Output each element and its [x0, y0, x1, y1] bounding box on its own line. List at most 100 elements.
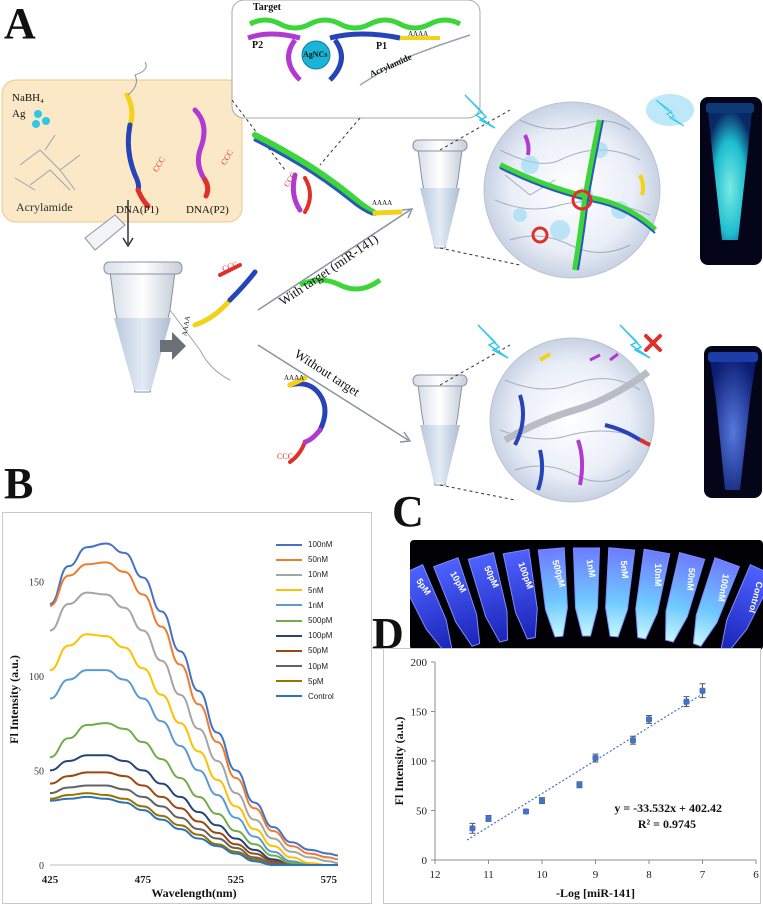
chart-d-frame [383, 648, 761, 904]
tube-body [692, 557, 741, 647]
lightning-icon [464, 94, 651, 359]
legend-item: 500pM [276, 613, 366, 628]
x-mark-icon [644, 334, 662, 352]
ag-dot [34, 110, 42, 118]
x-tick-label: 12 [430, 869, 441, 881]
x-tick-label: 10 [537, 869, 549, 881]
spectra-chart: 0 50 100 150 425 475 525 575 Wavelength(nm) Fl In… [7, 542, 339, 900]
dna-p1-tail [127, 61, 147, 96]
legend-swatch [276, 680, 302, 683]
legend-swatch [276, 634, 302, 637]
legend-label: 50nM [308, 555, 329, 565]
inset-p2-label: P2 [252, 40, 264, 51]
tube-array-photo: 5pM 10pM 50pM 100pM 500pM 1nM 5nM 10nM 50nM 100nM… [410, 540, 763, 650]
agncs-cluster [301, 40, 331, 70]
photo-tube-bright [700, 97, 762, 265]
x-tick-label: 9 [593, 869, 599, 881]
tube-body [537, 547, 568, 638]
spectra-legend: 100nM 50nM 10nM 5nM 1nM 500pM 100pM 50pM 10pM 5pM… [276, 537, 366, 704]
legend-swatch [276, 619, 302, 622]
x-axis-label: Wavelength(nm) [151, 886, 236, 900]
inset-p2-strand [247, 31, 301, 41]
ag-dot [32, 120, 40, 128]
x-tick-label: 525 [228, 874, 245, 886]
tube-body [720, 564, 763, 650]
no-target-aaaa-label: AAAA [284, 374, 305, 382]
legend-item: 100nM [276, 537, 366, 552]
legend-item: 10nM [276, 567, 366, 582]
legend-label: 10pM [308, 661, 329, 671]
legend-label: Control [308, 691, 334, 701]
inset-target-strand [248, 17, 462, 31]
inset-p1-strand [329, 31, 401, 41]
series-line-Control [49, 795, 338, 866]
legend-label: 5pM [308, 676, 324, 686]
panel-c-letter: C [392, 487, 424, 536]
legend-item: Control [276, 689, 366, 704]
data-point [683, 698, 690, 705]
y-axis-label: Fl Intensity (a.u.) [392, 717, 406, 806]
legend-swatch [276, 665, 302, 668]
tube-500pM: 500pM [537, 547, 568, 638]
reagent-nabh4-label: NaBH₄ [12, 92, 44, 104]
y-tick-label: 0 [39, 861, 44, 872]
series-line-1nM [49, 669, 338, 866]
dna-p2-strand [192, 107, 211, 199]
legend-label: 100pM [308, 631, 333, 641]
x-tick-label: 11 [483, 869, 494, 881]
no-target-ccc-label: CCC [277, 452, 294, 461]
legend-label: 50pM [308, 646, 329, 656]
start-tube [103, 261, 183, 393]
series-line-5pM [49, 792, 338, 866]
chart-b-frame [2, 512, 372, 904]
panel-a-letter: A [4, 0, 36, 48]
legend-item: 1nM [276, 598, 366, 613]
x-tick-label: 475 [135, 874, 152, 886]
tube-label: 10nM [653, 563, 663, 586]
inset-connector [319, 117, 361, 166]
y-tick-label: 200 [411, 657, 428, 669]
acrylamide-molecules [14, 134, 81, 191]
mirna-strand [298, 277, 382, 292]
inset-target-label: Target [253, 2, 281, 13]
zoom-line [439, 109, 511, 151]
legend-swatch [276, 543, 302, 546]
panel-a-scheme [1, 0, 762, 503]
inset-p1-label: P1 [376, 41, 388, 52]
without-target-arrow [257, 344, 409, 441]
tube-100pM: 100pM [502, 548, 538, 640]
data-point [539, 797, 545, 804]
sphere-without-target [489, 337, 655, 503]
data-point [629, 737, 636, 744]
x-tick-label: 8 [646, 869, 652, 881]
y-tick-label: 0 [422, 855, 428, 867]
dna-p1-strand [124, 92, 151, 209]
legend-label: 100nM [308, 540, 333, 550]
legend-swatch [276, 573, 302, 576]
trendline [466, 691, 706, 841]
legend-item: 5pM [276, 674, 366, 689]
tube-body [572, 547, 601, 637]
tube-body [467, 552, 509, 643]
calibration-chart: 0 50 100 150 200 12 11 10 9 8 7 6 -Log [miR-141] Fl I… [392, 657, 759, 900]
legend-item: 50nM [276, 552, 366, 567]
x-tick-label: 7 [700, 869, 706, 881]
zoom-line [439, 484, 516, 501]
reagent-ag-label: Ag [12, 108, 26, 120]
legend-item: 100pM [276, 628, 366, 643]
inset-aaaa-label: AAAA [408, 30, 429, 38]
y-tick-label: 50 [416, 806, 428, 818]
zoom-line [439, 344, 511, 386]
pipette-icon [84, 214, 126, 251]
data-point [522, 808, 529, 815]
series-line-100nM [49, 542, 339, 857]
tube-10pM: 10pM [432, 557, 481, 647]
data-point [469, 825, 476, 832]
tube-body [432, 557, 481, 647]
data-point [646, 716, 652, 723]
complex-aaaa-label: AAAA [372, 199, 393, 207]
data-point [592, 755, 599, 762]
tube-body [502, 548, 538, 640]
tube-label: 50nM [685, 567, 697, 591]
data-point [576, 781, 583, 788]
